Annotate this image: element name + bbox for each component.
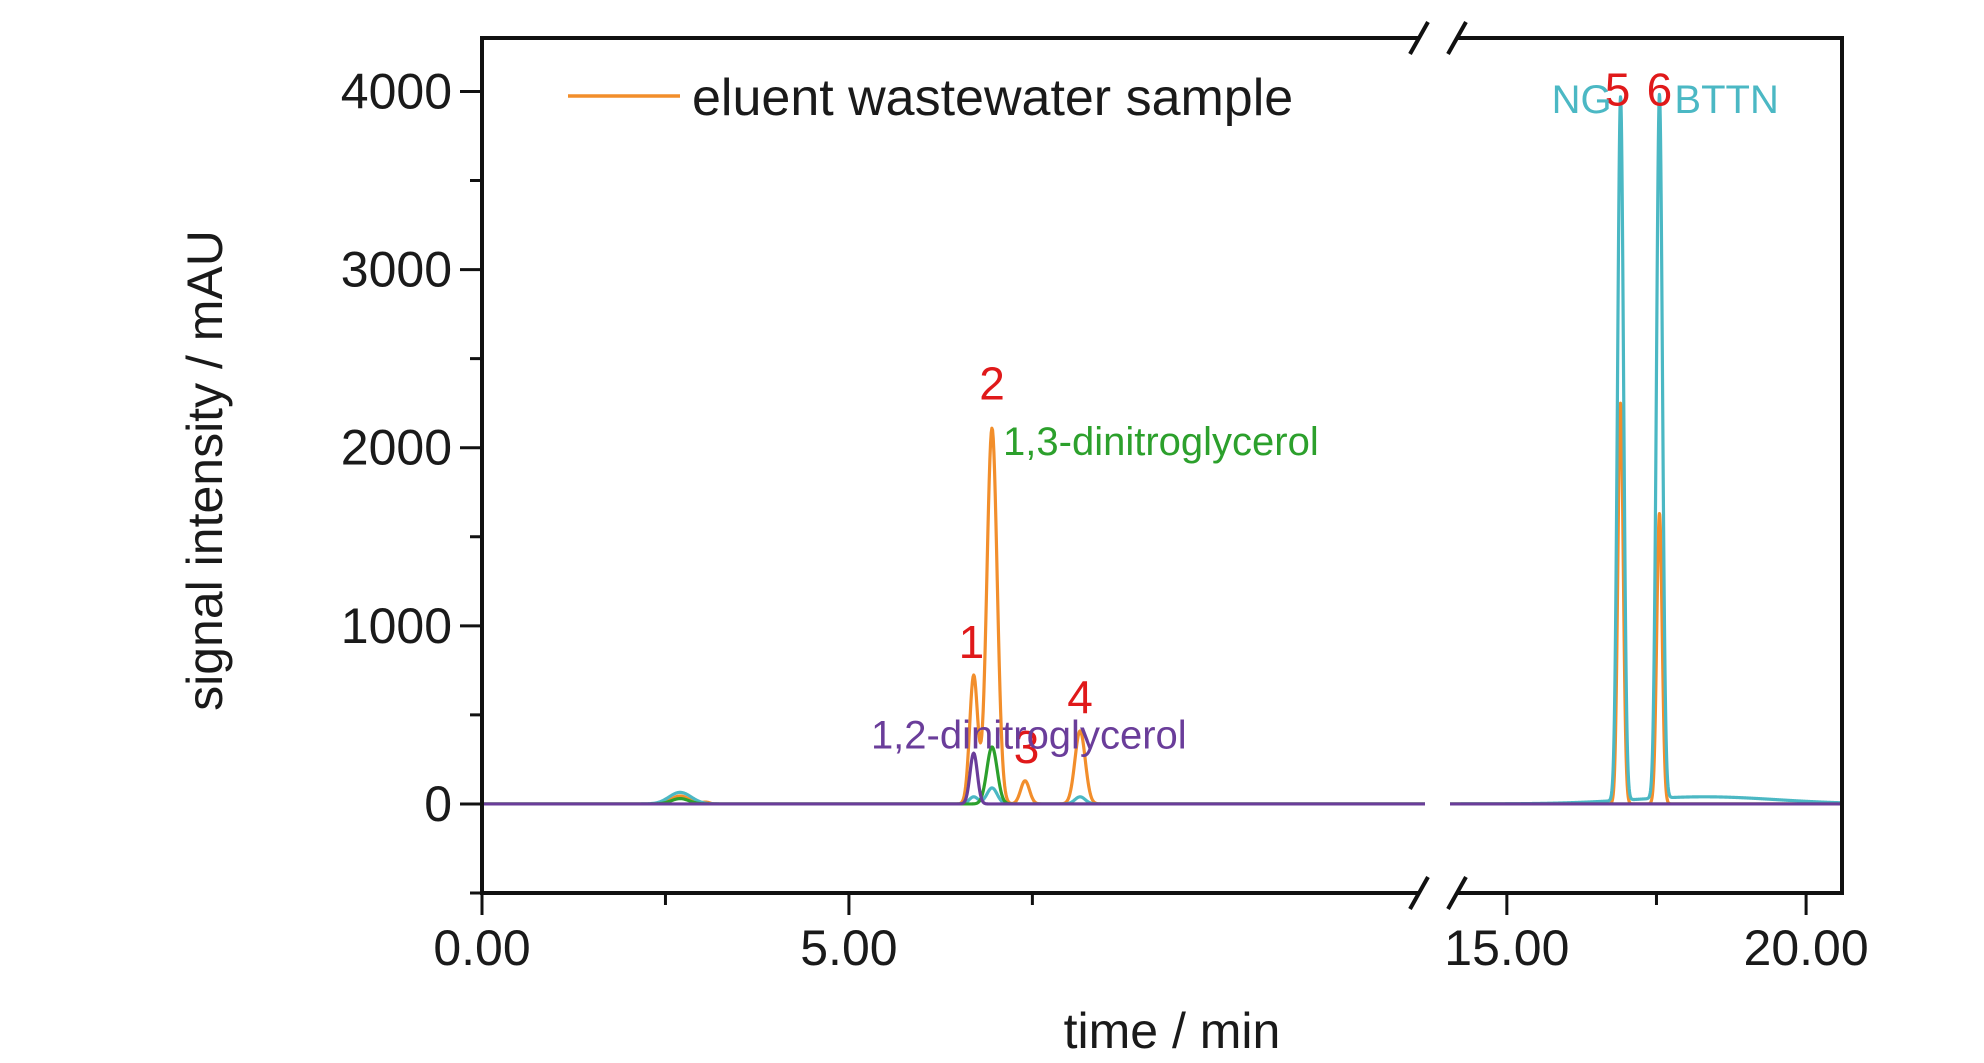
axis-break-mark-bottom-2 xyxy=(1446,876,1468,910)
y-tick-label: 1000 xyxy=(341,598,452,654)
peak-label-6: 6 xyxy=(1647,64,1673,116)
legend-label: eluent wastewater sample xyxy=(692,69,1293,127)
annotation-label: 1,2-dinitroglycerol xyxy=(871,714,1187,758)
series-line-0-seg-1 xyxy=(1448,401,1844,806)
axis-break-mark-top-1 xyxy=(1408,21,1430,55)
axis-break-mark-bottom-1 xyxy=(1408,876,1430,910)
peak-label-1: 1 xyxy=(959,616,985,668)
series-line-3-seg-0 xyxy=(481,751,1426,806)
peak-label-4: 4 xyxy=(1067,671,1093,723)
peak-label-2: 2 xyxy=(979,358,1005,410)
annotation-label: 1,3-dinitroglycerol xyxy=(1003,420,1319,464)
peak-label-3: 3 xyxy=(1014,721,1040,773)
x-tick-label: 0.00 xyxy=(433,920,530,976)
y-tick-label: 4000 xyxy=(341,63,452,119)
series-line-1-seg-0 xyxy=(481,786,1426,806)
x-tick-label: 20.00 xyxy=(1744,920,1869,976)
y-tick-label: 0 xyxy=(424,776,452,832)
x-tick-label: 15.00 xyxy=(1444,920,1569,976)
y-tick-label: 2000 xyxy=(341,420,452,476)
series-lines xyxy=(481,92,1844,806)
series-line-1-seg-1 xyxy=(1448,92,1844,806)
y-axis-label: signal intensity / mAU xyxy=(177,230,233,711)
plot-frame xyxy=(480,21,1844,910)
peak-label-5: 5 xyxy=(1605,64,1631,116)
chart-text: 0 1000 2000 3000 4000 0.00 5.00 15.00 20.00 time … xyxy=(177,63,1869,1059)
y-tick-label: 3000 xyxy=(341,242,452,298)
x-axis-label: time / min xyxy=(1064,1003,1281,1059)
x-tick-label: 5.00 xyxy=(800,920,897,976)
annotation-label: BTTN xyxy=(1674,78,1778,122)
axis-break-mark-top-2 xyxy=(1446,21,1468,55)
axis-ticks xyxy=(460,89,1808,915)
annotation-label: NG xyxy=(1552,78,1612,122)
